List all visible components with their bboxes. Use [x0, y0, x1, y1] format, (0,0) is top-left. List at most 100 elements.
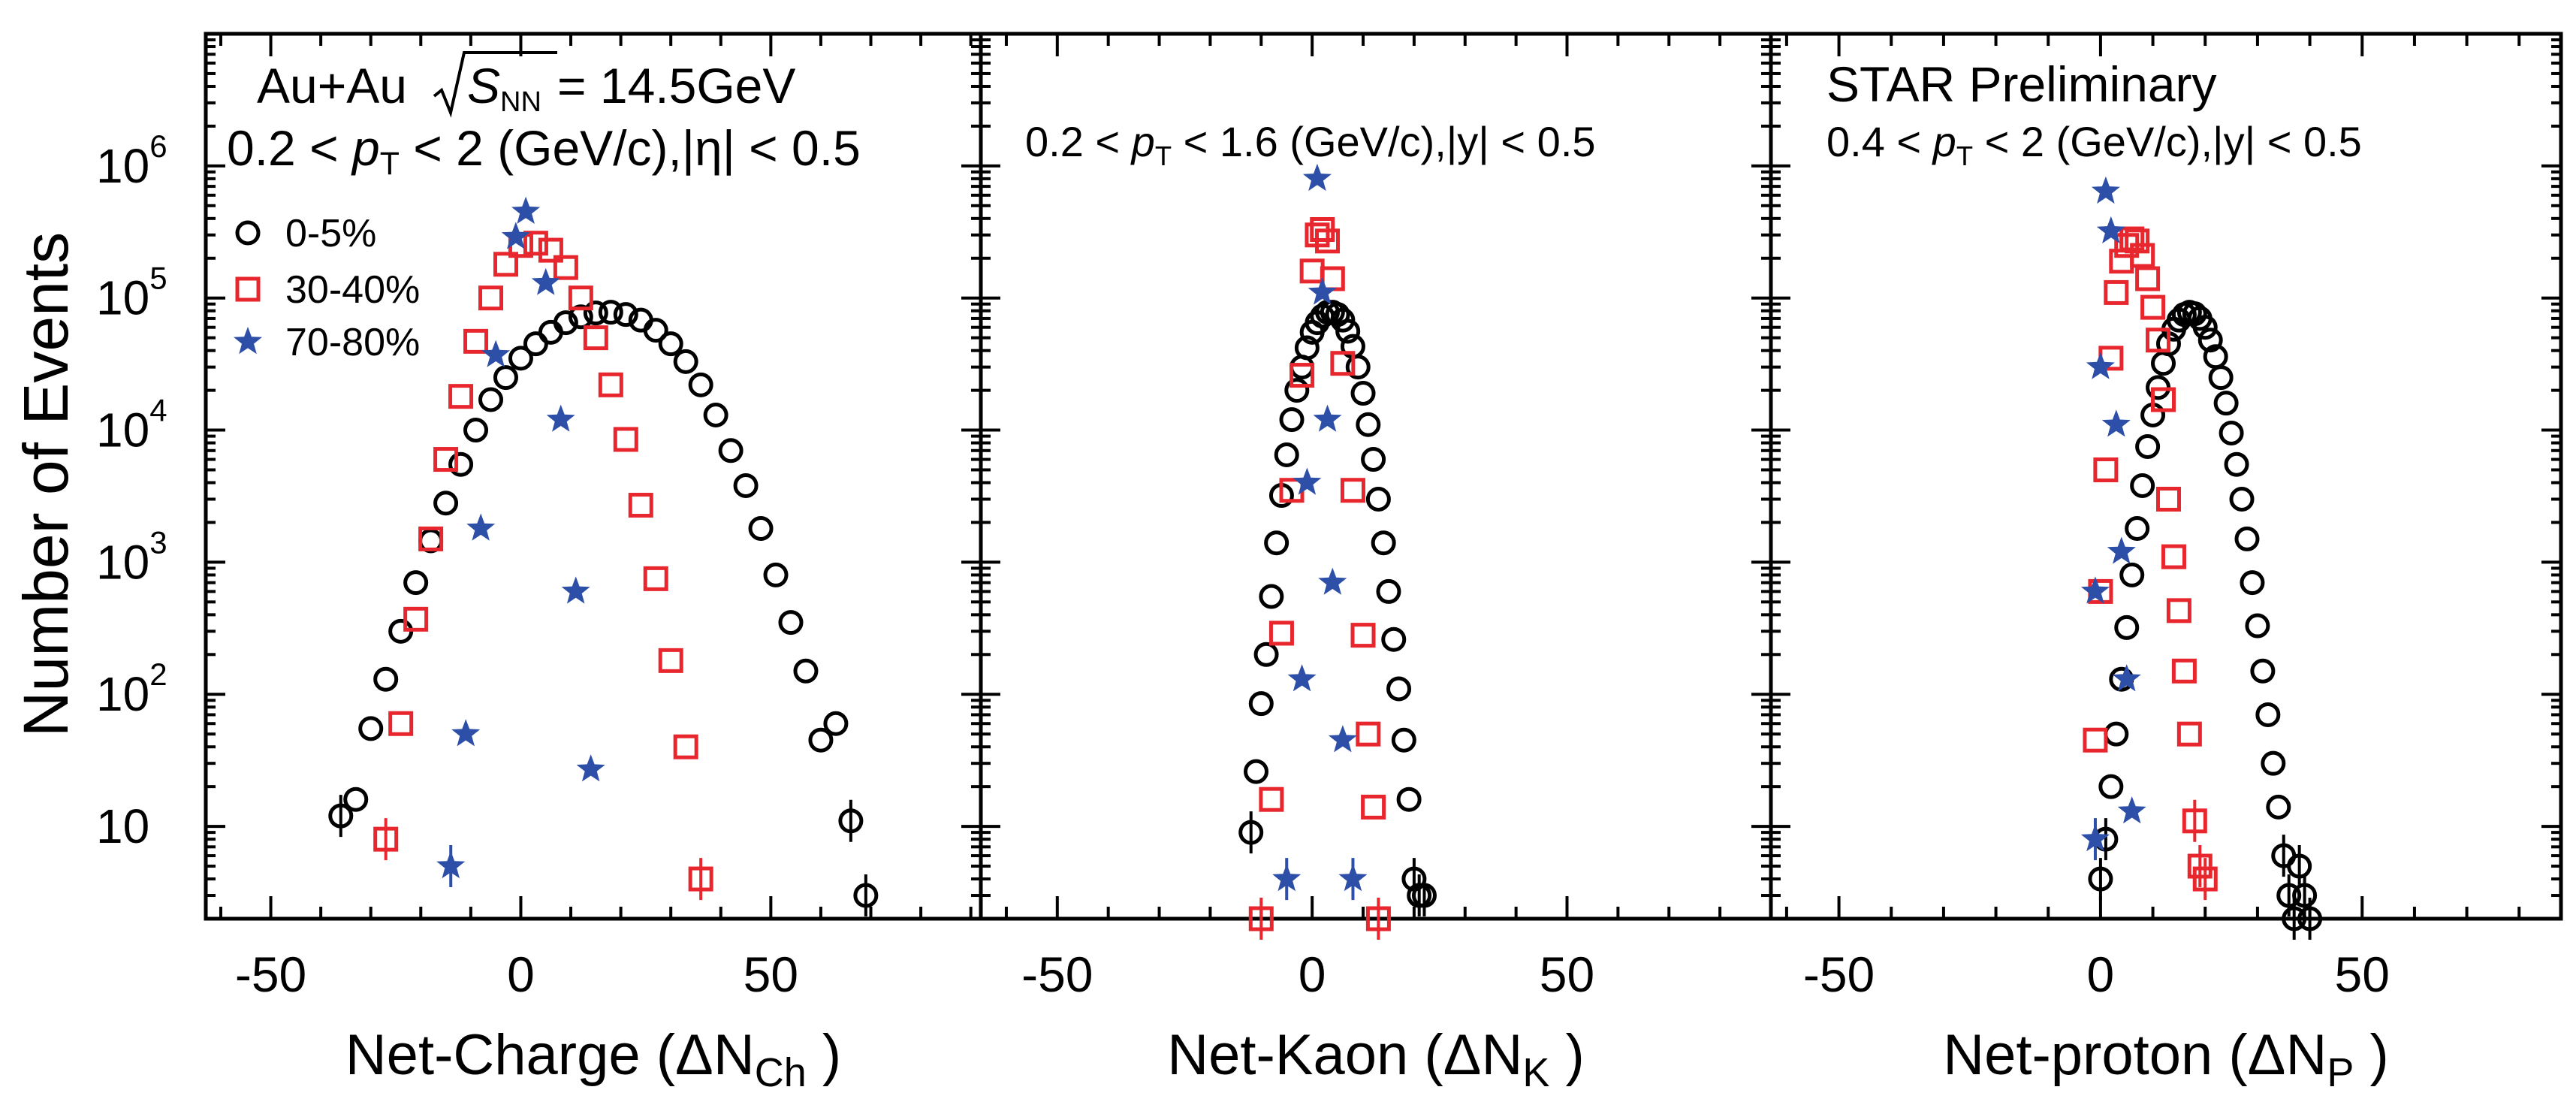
data-point: [2091, 176, 2120, 204]
panel-2-frame: [979, 32, 1773, 921]
data-point: [508, 346, 533, 371]
data-point: [613, 302, 638, 328]
data-point: [2101, 409, 2131, 437]
data-point: [1386, 676, 1412, 702]
data-point: [501, 222, 530, 249]
data-point: [1356, 721, 1381, 747]
data-point: [1284, 378, 1310, 403]
data-point: [2130, 243, 2155, 268]
data-point: [2080, 824, 2110, 852]
collision-system-label: Au+Au: [257, 58, 407, 113]
y-tick-label: 10: [96, 799, 149, 853]
data-point: [436, 851, 466, 879]
sqrt-s-symbol: S: [467, 58, 500, 113]
data-point: [2282, 906, 2307, 931]
x-tick-label: -50: [1803, 947, 1875, 1002]
legend-label: 70-80%: [285, 321, 420, 364]
data-point: [1318, 567, 1347, 595]
data-point: [1365, 486, 1391, 512]
data-point: [1290, 363, 1315, 388]
data-point: [643, 318, 668, 343]
data-point: [808, 727, 834, 753]
data-point: [823, 711, 849, 736]
data-point: [1272, 864, 1302, 892]
x-axis-label-net-kaon: Net-Kaon (ΔNK ): [1167, 1023, 1585, 1095]
data-point: [2208, 365, 2234, 391]
data-point: [2176, 721, 2202, 747]
data-point: [1361, 794, 1386, 820]
data-point: [538, 237, 563, 263]
data-point: [1302, 163, 1332, 192]
data-point: [1264, 530, 1290, 556]
data-point: [2276, 883, 2302, 908]
data-point: [2261, 750, 2286, 776]
data-point: [793, 658, 819, 684]
data-point: [1381, 626, 1407, 652]
data-point: [2171, 658, 2197, 684]
data-point: [2192, 866, 2218, 892]
data-point: [2219, 420, 2244, 445]
panel-2-kinematic-cut: 0.2 < pT < 1.6 (GeV/c),|y| < 0.5: [1025, 118, 1596, 171]
data-point: [373, 826, 399, 852]
x-axis-label-net-proton: Net-proton (ΔNP ): [1943, 1023, 2389, 1095]
data-point: [403, 606, 429, 632]
data-point: [673, 734, 698, 759]
data-point: [1338, 864, 1368, 892]
data-point: [1391, 727, 1416, 753]
data-point: [1350, 623, 1376, 648]
data-point: [1356, 412, 1381, 437]
data-point: [1259, 584, 1284, 609]
data-point: [433, 491, 459, 516]
data-point: [778, 610, 804, 636]
data-point: [1340, 478, 1365, 503]
y-axis-label: Number of Events: [11, 232, 81, 737]
data-point: [576, 754, 605, 782]
data-point: [2135, 434, 2161, 460]
series-star: [2080, 176, 2146, 861]
data-point: [568, 285, 593, 311]
data-point: [688, 372, 713, 397]
data-point: [448, 384, 474, 409]
data-point: [2098, 774, 2124, 799]
data-point: [2114, 614, 2140, 640]
x-tick-label: -50: [1021, 947, 1093, 1002]
panel-3-kinematic-cut: 0.4 < pT < 2 (GeV/c),|y| < 0.5: [1826, 118, 2362, 171]
data-point: [2135, 266, 2161, 291]
y-tick-label: 105: [96, 261, 167, 325]
data-point: [2155, 486, 2181, 512]
data-point: [658, 331, 683, 357]
data-point: [1287, 664, 1317, 692]
data-point: [1294, 335, 1320, 361]
data-point: [531, 267, 560, 295]
data-point: [1396, 786, 1422, 812]
series-square: [1248, 217, 1391, 940]
data-point: [703, 403, 728, 428]
energy-label: = 14.5GeV: [557, 58, 795, 113]
data-point: [2245, 613, 2270, 639]
data-point: [463, 328, 489, 354]
data-point: [466, 513, 496, 541]
data-point: [673, 349, 698, 374]
data-point: [2104, 279, 2129, 305]
data-point: [1279, 407, 1305, 433]
data-point: [1330, 351, 1356, 376]
panel-1-title: Au+Au S NN = 14.5GeV 0.2 < pT < 2 (GeV/c…: [227, 51, 861, 182]
data-point: [2093, 457, 2119, 482]
data-point: [2166, 598, 2191, 623]
data-point: [511, 196, 541, 224]
data-point: [1315, 228, 1341, 254]
data-point: [2112, 664, 2141, 692]
data-point: [1335, 319, 1361, 344]
data-point: [2240, 570, 2265, 596]
data-point: [418, 526, 444, 551]
data-point: [2080, 576, 2110, 604]
data-point: [388, 711, 414, 736]
data-point: [2234, 526, 2260, 551]
series-circle: [2088, 300, 2323, 940]
data-point: [2125, 228, 2150, 254]
data-point: [2151, 387, 2176, 412]
data-point: [546, 404, 575, 432]
data-point: [1259, 786, 1284, 812]
data-point: [2250, 658, 2276, 684]
data-point: [2146, 328, 2171, 353]
